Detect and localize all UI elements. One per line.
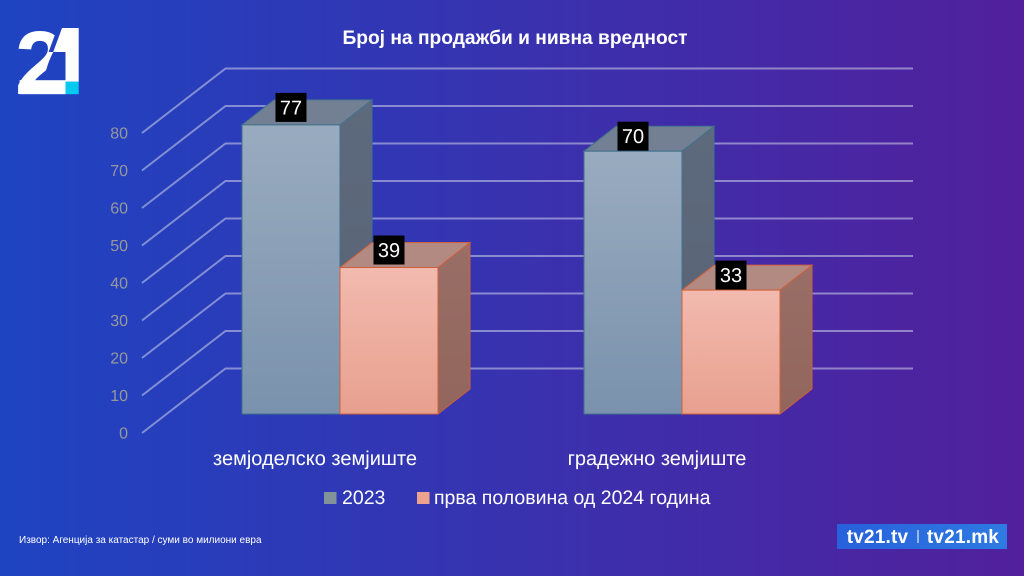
- svg-text:0: 0: [119, 426, 128, 443]
- svg-text:10: 10: [110, 388, 128, 405]
- svg-text:земјоделско земјиште: земјоделско земјиште: [213, 448, 417, 470]
- svg-text:80: 80: [110, 126, 128, 143]
- svg-text:40: 40: [110, 276, 128, 293]
- svg-text:70: 70: [622, 126, 644, 148]
- svg-text:39: 39: [378, 240, 400, 262]
- svg-text:70: 70: [110, 163, 128, 180]
- svg-text:2023: 2023: [342, 487, 385, 509]
- svg-text:60: 60: [110, 201, 128, 218]
- svg-text:33: 33: [720, 265, 742, 287]
- svg-text:прва половина од 2024 година: прва половина од 2024 година: [434, 487, 711, 509]
- svg-text:градежно земјиште: градежно земјиште: [568, 448, 747, 470]
- svg-text:30: 30: [110, 313, 128, 330]
- svg-text:20: 20: [110, 351, 128, 368]
- svg-text:50: 50: [110, 238, 128, 255]
- svg-text:77: 77: [280, 97, 302, 119]
